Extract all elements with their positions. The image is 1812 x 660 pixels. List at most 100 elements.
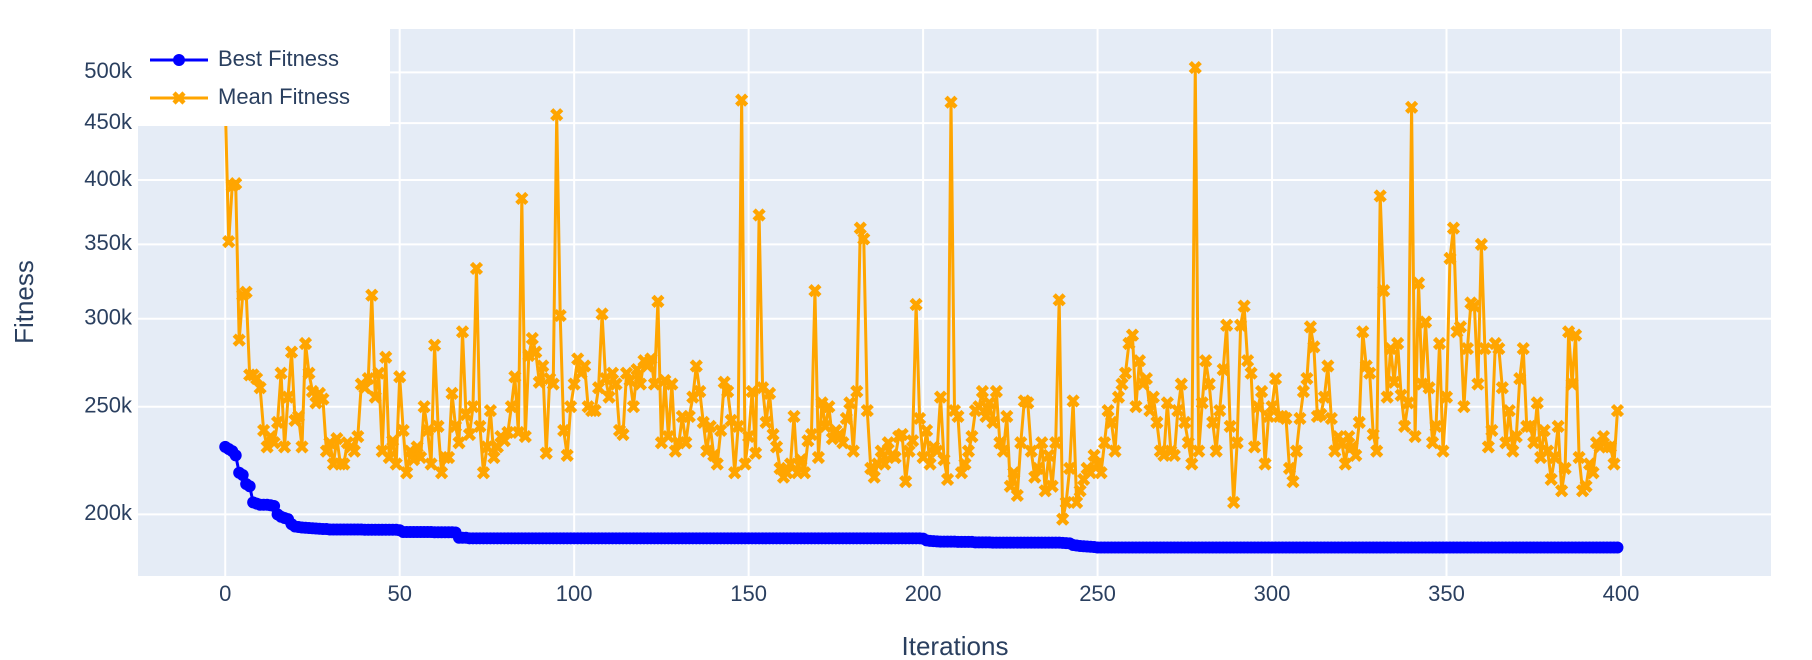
marker <box>1349 448 1363 462</box>
marker <box>1603 440 1618 454</box>
marker <box>1192 444 1206 458</box>
marker <box>417 400 431 414</box>
marker <box>703 419 717 433</box>
marker <box>1087 448 1101 462</box>
marker <box>986 415 1000 429</box>
marker <box>441 450 456 465</box>
marker <box>933 390 948 404</box>
marker <box>250 371 264 386</box>
marker <box>605 366 620 380</box>
marker <box>1059 495 1073 510</box>
marker <box>1167 448 1181 462</box>
marker <box>616 427 630 442</box>
marker <box>532 375 546 389</box>
marker <box>958 457 972 471</box>
marker <box>1209 444 1223 458</box>
marker <box>811 450 826 465</box>
marker <box>424 457 438 471</box>
marker <box>508 370 522 384</box>
marker <box>745 384 759 399</box>
marker <box>487 450 501 465</box>
marker <box>1586 466 1600 480</box>
marker <box>1387 375 1401 389</box>
y-axis-title: Fitness <box>9 260 39 344</box>
marker <box>1391 336 1405 351</box>
marker <box>989 384 1003 399</box>
marker <box>1227 495 1241 510</box>
marker <box>567 377 581 391</box>
marker <box>742 429 756 444</box>
marker <box>1579 479 1593 493</box>
marker <box>1195 396 1209 410</box>
marker <box>906 434 920 448</box>
marker <box>1436 444 1450 458</box>
legend[interactable]: Best Fitness Mean Fitness <box>138 29 390 126</box>
marker <box>1293 411 1307 426</box>
marker <box>1129 400 1143 414</box>
marker <box>1356 325 1370 339</box>
marker <box>277 440 292 454</box>
marker <box>1279 411 1293 426</box>
marker <box>1516 342 1530 356</box>
marker <box>574 366 588 380</box>
marker <box>850 384 864 399</box>
marker <box>623 373 637 388</box>
marker <box>1104 415 1119 429</box>
marker <box>330 432 344 446</box>
marker <box>1457 400 1471 414</box>
marker <box>1370 444 1384 458</box>
marker <box>1171 403 1185 418</box>
marker <box>836 436 850 450</box>
marker <box>1139 371 1154 386</box>
marker <box>361 371 375 386</box>
marker <box>525 331 539 346</box>
marker <box>365 288 379 302</box>
marker <box>682 409 696 424</box>
marker <box>560 448 574 462</box>
marker <box>951 409 965 424</box>
marker <box>1021 396 1035 410</box>
x-tick-label: 250 <box>1079 581 1116 606</box>
marker <box>839 411 853 426</box>
marker <box>1478 342 1492 356</box>
marker <box>1321 359 1335 373</box>
marker <box>1070 495 1084 510</box>
marker <box>640 359 655 373</box>
x-tick-label: 50 <box>387 581 411 606</box>
marker <box>888 450 902 465</box>
marker <box>1254 384 1269 399</box>
y-tick-label: 450k <box>84 109 133 134</box>
legend-item[interactable]: Best Fitness <box>150 46 339 71</box>
marker <box>651 294 665 308</box>
marker <box>553 308 567 323</box>
marker <box>1544 472 1558 487</box>
marker <box>647 377 662 391</box>
marker <box>1506 444 1520 458</box>
legend-label: Best Fitness <box>218 46 339 71</box>
marker <box>1513 371 1527 386</box>
marker <box>1324 411 1338 426</box>
marker <box>937 453 951 467</box>
marker <box>1432 336 1447 351</box>
marker <box>295 440 309 454</box>
marker <box>1537 423 1551 438</box>
marker <box>689 359 703 373</box>
marker <box>1495 381 1509 395</box>
marker <box>996 444 1010 458</box>
marker <box>270 415 285 429</box>
marker <box>347 444 361 458</box>
marker <box>1202 377 1216 391</box>
marker <box>832 427 846 442</box>
legend-item[interactable]: Mean Fitness <box>150 84 350 109</box>
marker <box>445 386 459 400</box>
marker <box>804 427 819 442</box>
marker <box>1610 403 1625 418</box>
marker <box>735 93 749 107</box>
marker <box>1467 299 1482 313</box>
marker <box>222 235 236 249</box>
marker <box>1132 354 1147 368</box>
marker <box>919 423 934 438</box>
marker <box>1178 415 1192 429</box>
marker <box>1035 436 1049 450</box>
marker <box>455 325 470 339</box>
